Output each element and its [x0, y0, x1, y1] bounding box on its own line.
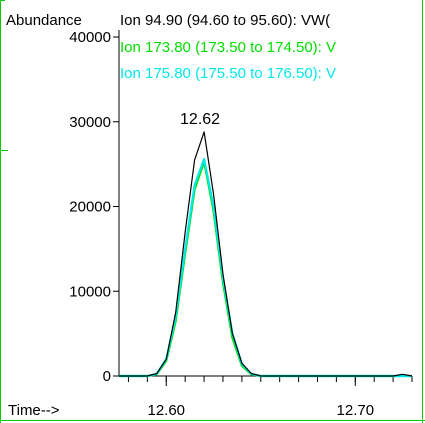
peak-label: 12.62	[180, 111, 220, 128]
series-line-1	[119, 131, 413, 377]
y-tick-label: 40000	[69, 29, 111, 46]
x-tick-label: 12.60	[147, 402, 185, 419]
plot-area: 0 10000 20000 30000 40000 12.60 12.70 12.62	[69, 29, 413, 419]
legend-entry-3: Ion 175.80 (175.50 to 176.50): V	[120, 65, 336, 82]
legend-entry-2: Ion 173.80 (173.50 to 174.50): V	[120, 39, 336, 56]
y-axis: 0 10000 20000 30000 40000	[69, 29, 120, 385]
y-axis-label: Abundance	[6, 12, 82, 29]
x-tick-label: 12.70	[337, 402, 375, 419]
series-line-2	[119, 160, 412, 378]
y-tick-label: 10000	[69, 283, 111, 300]
y-tick-label: 20000	[69, 199, 111, 216]
annotation-layer: 12.62	[180, 111, 220, 128]
series-line-3	[119, 157, 412, 378]
series-layer	[119, 131, 413, 378]
legend: Ion 94.90 (94.60 to 95.60): VW( Ion 173.…	[120, 12, 336, 82]
y-tick-label: 30000	[69, 114, 111, 131]
x-axis: 12.60 12.70	[119, 375, 413, 419]
legend-entry-1: Ion 94.90 (94.60 to 95.60): VW(	[120, 12, 330, 29]
x-axis-label: Time-->	[8, 402, 60, 419]
y-tick-label: 0	[103, 368, 111, 385]
